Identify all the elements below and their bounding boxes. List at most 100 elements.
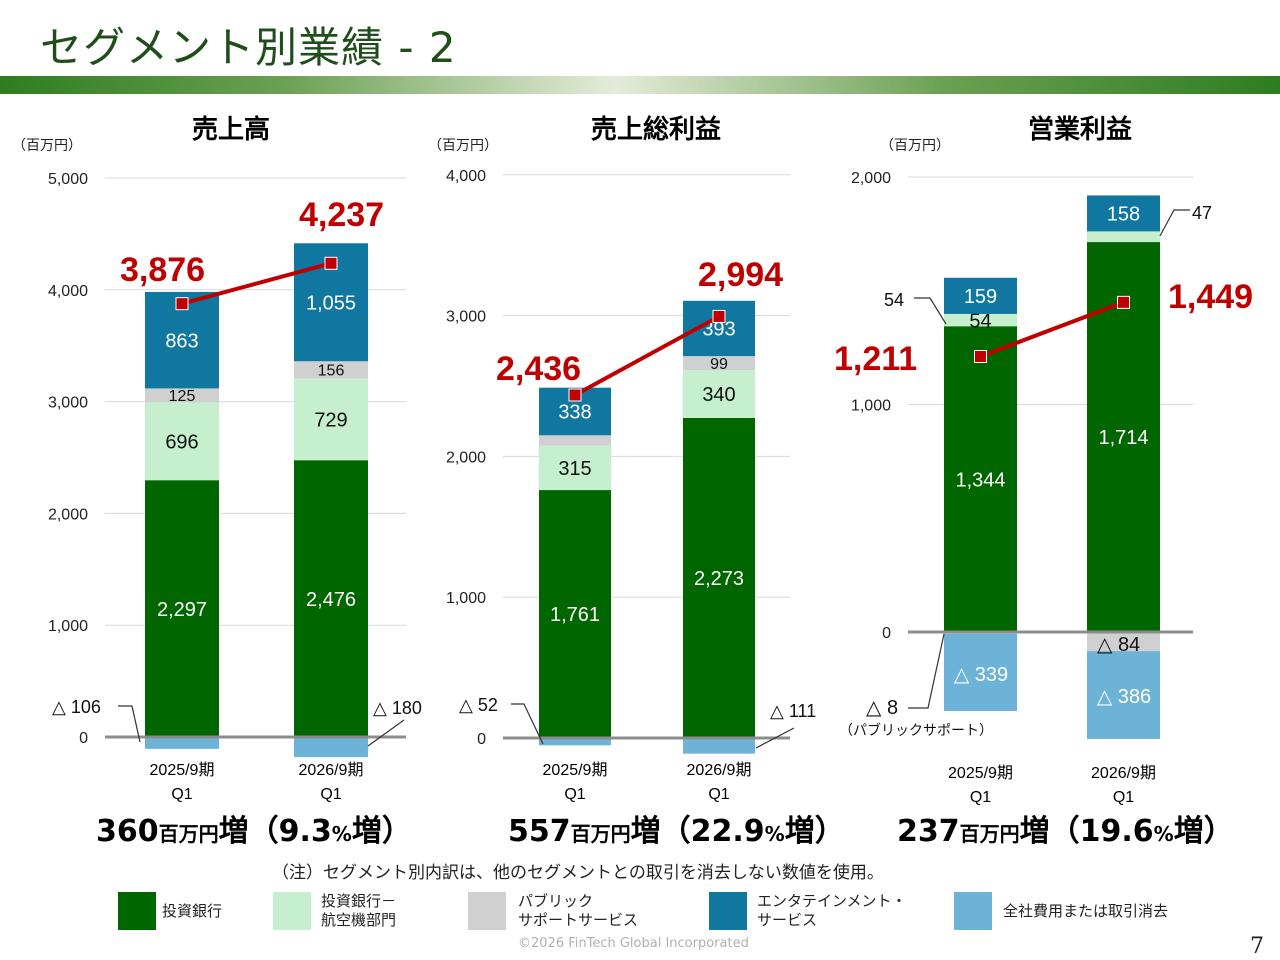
summary-sales: 360百万円増（9.3%増） [96,806,412,850]
summary-oi-amount: 237 [897,814,960,849]
chart1-bar-ib [294,460,368,737]
chart1-label-ib: 2,476 [306,589,356,611]
legend-label-ent-line1: エンタテインメント・ [757,892,907,910]
chart1-bar-corp [145,737,219,749]
chart3-bar-corp [1087,651,1160,739]
chart3-total-line [979,300,1125,359]
chart1-category-label: 2026/9期 [299,761,364,779]
chart1-total-marker [175,297,189,311]
legend-label-ent-line2: サービス [757,911,818,929]
chart1-unit-label: （百万円） [12,137,82,153]
chart3-label-ent: 158 [1107,204,1140,226]
chart2-bar-corp [539,738,611,746]
chart1-label-ent: 1,055 [306,292,356,314]
chart2-bar-ib_aviation [539,445,611,491]
chart1-label-ib_aviation: 696 [165,431,198,453]
chart3-label-ib_aviation: 54 [884,290,904,310]
chart2-label-public: 99 [710,356,728,373]
chart3-label-ib: 1,344 [955,469,1005,491]
chart1-bar-public [145,388,219,403]
chart3-public-leader [908,633,945,709]
chart2-total-marker [712,309,726,323]
chart1-bar-corp [294,737,368,758]
chart2-negative-label: △ 111 [770,701,816,721]
chart2-label-ib: 2,273 [694,568,744,590]
chart2-ytick-label: 1,000 [446,590,486,607]
footnote: （注）セグメント別内訳は、他のセグメントとの取引を消去しない数値を使用。 [272,863,884,883]
chart3-bar-ent [944,277,1017,314]
chart3-total-marker [1117,295,1130,309]
chart1-label-public: 125 [169,388,196,405]
legend-label-public-line1: パブリック [518,892,594,910]
chart2-label-ib_aviation: 315 [558,458,591,480]
chart2-label-ent: 338 [558,402,591,424]
chart2-ytick-label: 2,000 [446,449,486,466]
chart2-total-line [574,314,720,397]
legend-label-corp-line1: 全社費用または取引消去 [1003,902,1169,920]
chart2-title: 売上総利益 [591,114,721,144]
copyright: ©2026 FinTech Global Incorporated [518,936,749,951]
chart1-ytick-label: 1,000 [48,618,88,635]
legend-label-ib-line1: 投資銀行 [162,902,223,920]
chart1-ytick-label: 4,000 [48,283,88,300]
chart3-bar-public [1087,632,1160,652]
chart3-aviation-leader [1159,209,1190,237]
legend-label-ib-aviation-line2: 航空機部門 [321,911,397,929]
chart1-total-label: 3,876 [120,251,205,289]
legend-label-ent: エンタテインメント・ サービス [757,892,907,930]
chart1-category-label: Q1 [171,786,192,803]
summary-operating-income: 237百万円増（19.6%増） [897,806,1234,850]
chart3-label-ib_aviation: 47 [1192,203,1212,223]
chart3-total-label: 1,449 [1168,278,1253,316]
chart3-ytick-label: 1,000 [851,398,891,415]
summary-sales-end: 増） [351,814,412,849]
chart3-bar-ent [1087,195,1160,232]
summary-gp-inc: 増（22.9 [630,814,765,849]
legend-swatch-public [468,892,506,930]
chart3-ytick-label: 2,000 [851,170,891,187]
chart3-total-marker [974,349,987,363]
chart2-bar-ib [683,417,755,738]
chart2-bar-ib_aviation [683,370,755,418]
chart3-label-public: △ 84 [1097,634,1140,656]
chart3-aviation-leader [914,297,947,325]
chart2-category-label: 2025/9期 [543,761,608,779]
chart3-bar-ib_aviation [944,313,1017,327]
chart2-label-ent: 393 [702,319,735,341]
chart2-bar-public [539,435,611,446]
chart2-category-label: Q1 [564,786,585,803]
chart3-ytick-label: 0 [882,625,891,642]
chart3-title: 営業利益 [1028,114,1132,144]
chart2-negative-leader [511,703,544,745]
summary-gp-end: 増） [784,814,845,849]
chart2-label-ib_aviation: 340 [702,384,735,406]
chart1-category-label: 2025/9期 [150,761,215,779]
chart3-label-ib_aviation: 54 [969,310,991,332]
chart1-bar-ib [145,480,219,737]
chart3-label-public: △ 8 [866,697,898,719]
chart3-label-corp: △ 339 [954,664,1008,686]
summary-sales-inc: 増（9.3 [218,814,332,849]
chart2-ytick-label: 0 [477,731,486,748]
chart1-label-public: 156 [318,363,345,380]
chart3-category-label: Q1 [1113,789,1134,806]
chart2-bar-public [683,356,755,371]
chart3-bar-ib_aviation [1087,231,1160,243]
chart3-category-label: 2025/9期 [948,764,1013,782]
chart3-bar-corp [944,633,1017,711]
chart1-ytick-label: 2,000 [48,506,88,523]
summary-sales-amount: 360 [96,814,159,849]
chart2-unit-label: （百万円） [428,137,498,153]
chart1-ytick-label: 3,000 [48,395,88,412]
chart1-bar-ib_aviation [294,378,368,461]
chart1-negative-label: △ 180 [373,698,422,718]
chart1-total-line [181,261,332,306]
summary-gp-unit: 百万円 [570,822,631,846]
chart3-bar-ib [944,326,1017,632]
chart1-ytick-label: 0 [79,730,88,747]
chart3-public-note: （パブリックサポート） [839,722,993,738]
chart1-ytick-label: 5,000 [48,171,88,188]
summary-oi-end: 増） [1173,814,1234,849]
chart2-total-label: 2,994 [698,256,783,294]
